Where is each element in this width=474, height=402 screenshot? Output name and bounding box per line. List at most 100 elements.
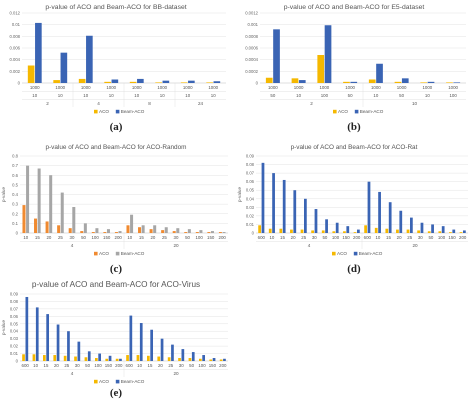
bar-a-aco-6 xyxy=(180,82,188,83)
bar-c-aco-15 xyxy=(195,232,199,233)
y-tick-label: 0.004 xyxy=(10,57,21,62)
x-tick-label: 1000 xyxy=(106,85,116,90)
x-tick-label: 30 xyxy=(70,235,75,240)
x-tick-label: 15 xyxy=(139,235,144,240)
bar-c-beam-aco-8 xyxy=(118,231,122,233)
bar-a-aco-1 xyxy=(53,80,60,83)
y-tick-label: 0.0012 xyxy=(245,11,258,16)
bar-e-aco-15 xyxy=(178,358,181,361)
bar-e-aco-2 xyxy=(42,355,46,361)
x-tick-label: 200 xyxy=(219,235,227,240)
bar-d-aco-12 xyxy=(385,228,389,233)
x-tick-label: 25 xyxy=(162,235,167,240)
bar-d-beam-aco-14 xyxy=(410,217,413,233)
panel-label-b: (b) xyxy=(347,121,361,133)
x-tick-label: 10 xyxy=(23,235,28,240)
bar-c-aco-8 xyxy=(114,232,118,233)
bar-d-aco-8 xyxy=(343,231,346,233)
bar-d-aco-15 xyxy=(417,230,420,233)
x-tick-label: 1000 xyxy=(157,85,167,90)
bar-d-aco-9 xyxy=(353,232,357,233)
x-tick-sublabel: 10 xyxy=(211,93,216,98)
bar-e-aco-7 xyxy=(94,358,98,361)
bar-d-aco-18 xyxy=(449,232,452,233)
bar-e-beam-aco-7 xyxy=(98,353,102,361)
x-tick-label: 30 xyxy=(418,235,423,240)
bar-b-aco-5 xyxy=(394,81,402,83)
x-tick-label: 50 xyxy=(428,235,433,240)
x-tick-label: 30 xyxy=(75,363,80,368)
bar-a-aco-7 xyxy=(206,82,213,83)
bar-c-aco-6 xyxy=(91,232,95,233)
legend-swatch-beam-aco xyxy=(115,379,120,384)
bar-e-aco-5 xyxy=(74,356,77,361)
group-label: 2 xyxy=(46,101,49,106)
bar-e-aco-17 xyxy=(198,358,202,361)
x-tick-label: 25 xyxy=(407,235,412,240)
bar-e-beam-aco-6 xyxy=(87,351,91,361)
bar-d-aco-19 xyxy=(459,232,463,233)
bar-b-aco-7 xyxy=(446,82,453,83)
bar-b-beam-aco-7 xyxy=(453,82,461,83)
legend-label-aco: ACO xyxy=(99,109,109,114)
bar-c-aco-5 xyxy=(80,231,84,233)
panel-label-a: (a) xyxy=(109,121,123,133)
group-label: 4 xyxy=(71,371,74,376)
bar-d-beam-aco-12 xyxy=(388,202,392,233)
bar-e-beam-aco-16 xyxy=(191,352,195,361)
bar-c-beam-aco-16 xyxy=(210,231,214,233)
bar-d-beam-aco-15 xyxy=(420,222,424,233)
bar-e-aco-10 xyxy=(126,355,129,361)
panel-label-d: (d) xyxy=(347,263,361,275)
bar-d-beam-aco-16 xyxy=(431,224,434,233)
bar-a-aco-2 xyxy=(78,78,86,83)
y-tick-label: 0.01 xyxy=(12,22,21,27)
bar-c-beam-aco-4 xyxy=(72,207,76,233)
x-tick-label: 10 xyxy=(269,235,274,240)
x-tick-sublabel: 50 xyxy=(270,93,275,98)
bar-e-beam-aco-4 xyxy=(67,331,70,361)
bar-d-beam-aco-1 xyxy=(272,173,275,233)
bar-b-beam-aco-3 xyxy=(350,81,358,83)
legend-label-aco: ACO xyxy=(338,109,348,114)
bar-e-beam-aco-0 xyxy=(25,296,29,361)
y-tick-label: 0.3 xyxy=(12,202,18,207)
group-label: 20 xyxy=(412,243,418,248)
bar-e-beam-aco-10 xyxy=(129,315,133,361)
bar-e-aco-9 xyxy=(115,358,119,361)
y-tick-label: 0.07 xyxy=(246,171,255,176)
x-tick-label: 50 xyxy=(185,235,190,240)
bar-c-beam-aco-12 xyxy=(164,227,168,233)
y-tick-label: 0.01 xyxy=(246,222,255,227)
x-tick-label: 20 xyxy=(291,235,296,240)
bar-c-beam-aco-14 xyxy=(187,229,191,233)
bar-e-aco-19 xyxy=(219,359,223,361)
chart-title-d: p-value of ACO and Beam-ACO for ACO-Rat xyxy=(291,144,418,151)
bar-d-aco-4 xyxy=(300,229,304,233)
bar-e-aco-12 xyxy=(146,355,150,361)
chart-title-c: p-value of ACO and Beam-ACO for ACO-Rand… xyxy=(45,144,186,151)
y-axis-label-e: p-value xyxy=(1,320,6,336)
bar-b-aco-4 xyxy=(368,79,376,83)
y-tick-label: 0.0002 xyxy=(245,69,258,74)
x-tick-label: 1000 xyxy=(81,85,91,90)
y-tick-label: 0 xyxy=(18,81,21,86)
y-tick-label: 0 xyxy=(16,231,19,236)
x-tick-sublabel: 10 xyxy=(83,93,88,98)
bar-e-aco-8 xyxy=(105,358,109,361)
y-tick-label: 0.5 xyxy=(12,182,18,187)
y-tick-label: 0.4 xyxy=(12,192,18,197)
x-tick-label: 100 xyxy=(195,235,203,240)
bar-a-beam-aco-4 xyxy=(137,78,144,83)
x-tick-label: 150 xyxy=(209,363,217,368)
bar-a-beam-aco-5 xyxy=(162,80,170,83)
bar-c-beam-aco-9 xyxy=(130,214,134,233)
x-tick-sublabel: 10 xyxy=(373,93,378,98)
bar-d-beam-aco-3 xyxy=(293,190,297,233)
bar-c-beam-aco-5 xyxy=(83,223,87,233)
legend-swatch-aco xyxy=(332,251,336,256)
bar-e-beam-aco-1 xyxy=(35,307,39,361)
bar-c-beam-aco-11 xyxy=(153,225,157,233)
chart-panel-d: p-value of ACO and Beam-ACO for ACO-Rat p… xyxy=(236,140,472,275)
y-tick-label: 0.0008 xyxy=(245,34,258,39)
